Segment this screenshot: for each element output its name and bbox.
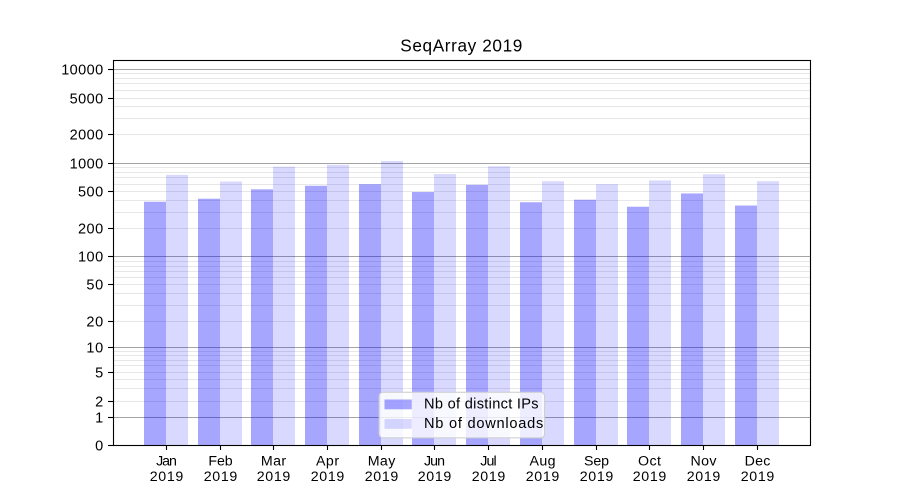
svg-text:Sep: Sep	[584, 454, 609, 470]
svg-text:1000: 1000	[70, 157, 104, 173]
svg-text:2019: 2019	[526, 469, 560, 485]
svg-text:2019: 2019	[204, 469, 238, 485]
svg-text:2: 2	[95, 395, 103, 411]
svg-text:May: May	[368, 454, 397, 470]
svg-text:Nov: Nov	[691, 454, 718, 470]
svg-text:SeqArray 2019: SeqArray 2019	[400, 35, 522, 55]
svg-text:10000: 10000	[61, 63, 103, 79]
svg-text:2019: 2019	[687, 469, 721, 485]
svg-text:Apr: Apr	[316, 454, 339, 470]
svg-text:2019: 2019	[257, 469, 291, 485]
svg-text:100: 100	[78, 250, 103, 266]
svg-text:50: 50	[86, 278, 103, 294]
svg-text:20: 20	[86, 315, 103, 331]
svg-text:Dec: Dec	[745, 454, 771, 470]
svg-text:Oct: Oct	[638, 454, 661, 470]
svg-text:Nb of downloads: Nb of downloads	[424, 416, 543, 432]
svg-text:2019: 2019	[365, 469, 399, 485]
svg-text:5000: 5000	[70, 92, 104, 108]
svg-text:2019: 2019	[418, 469, 452, 485]
svg-text:500: 500	[78, 185, 103, 201]
svg-text:1: 1	[95, 411, 103, 427]
svg-text:Feb: Feb	[208, 454, 232, 470]
svg-text:Jun: Jun	[424, 454, 445, 470]
svg-text:200: 200	[78, 222, 103, 238]
svg-text:Jan: Jan	[156, 454, 177, 470]
svg-text:Jul: Jul	[480, 454, 496, 470]
svg-text:2019: 2019	[311, 469, 345, 485]
svg-text:10: 10	[86, 341, 103, 357]
svg-text:Aug: Aug	[530, 454, 556, 470]
svg-text:2019: 2019	[580, 469, 614, 485]
svg-text:2019: 2019	[150, 469, 184, 485]
svg-text:2019: 2019	[633, 469, 667, 485]
svg-text:5: 5	[95, 366, 103, 382]
svg-text:Mar: Mar	[261, 454, 286, 470]
svg-text:2019: 2019	[741, 469, 775, 485]
svg-text:0: 0	[95, 439, 103, 455]
svg-text:Nb of distinct IPs: Nb of distinct IPs	[424, 397, 539, 413]
svg-text:2019: 2019	[472, 469, 506, 485]
svg-text:2000: 2000	[70, 128, 104, 144]
